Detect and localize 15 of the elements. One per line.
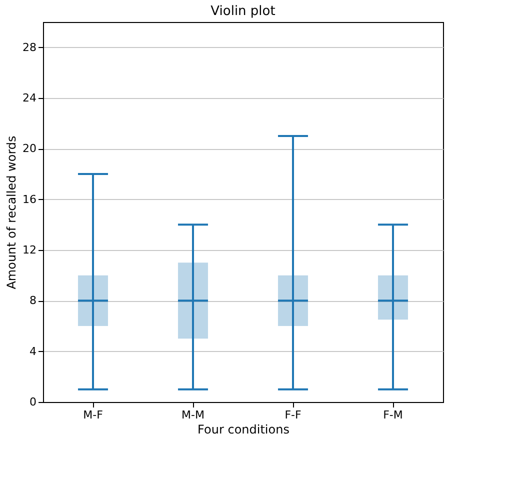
y-tick-label: 28 [22, 40, 36, 54]
y-tick-label: 20 [22, 142, 36, 156]
y-tick-label: 0 [30, 396, 36, 408]
chart-title: Violin plot [210, 4, 276, 19]
y-tick-label: 8 [30, 294, 36, 308]
y-tick-label: 24 [22, 92, 36, 104]
y-tick-label: 16 [22, 192, 36, 206]
x-tick-label: M-M [182, 408, 204, 422]
y-tick-label: 12 [22, 244, 36, 256]
x-tick-label: F-M [383, 408, 403, 422]
x-tick-label: F-F [284, 408, 302, 422]
y-tick-label: 4 [30, 344, 36, 358]
y-axis-title: Amount of recalled words [4, 136, 19, 290]
x-axis-title: Four conditions [198, 422, 290, 436]
x-tick-label: M-F [83, 408, 103, 422]
